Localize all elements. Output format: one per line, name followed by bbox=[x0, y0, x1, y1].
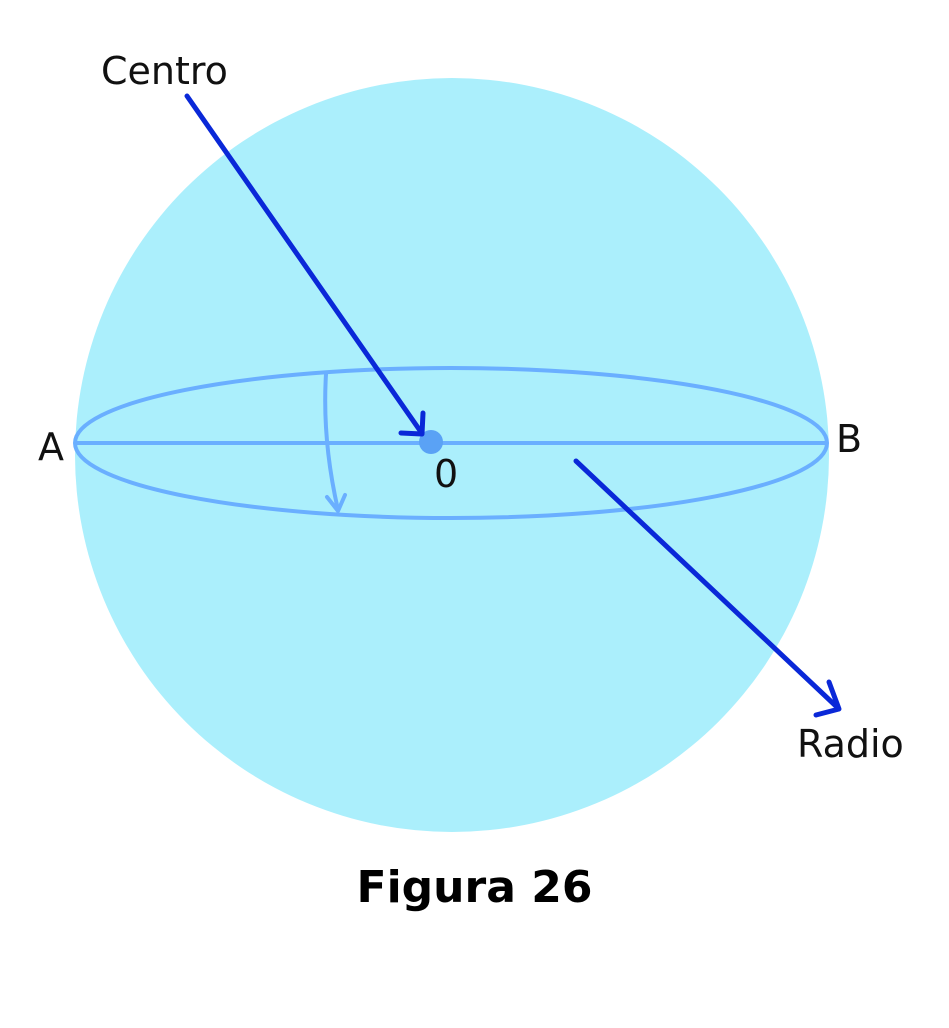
centro-pointer-arrow bbox=[184, 93, 424, 435]
radio-label: Radio bbox=[797, 722, 904, 766]
radio-pointer-arrow bbox=[573, 458, 841, 711]
radio-pointer-arrow-head bbox=[813, 679, 842, 718]
rotation-arrow bbox=[323, 372, 340, 512]
point-b-label: B bbox=[836, 417, 863, 461]
centro-pointer-arrow-head bbox=[398, 410, 426, 437]
point-a-label: A bbox=[38, 425, 64, 469]
sphere bbox=[75, 78, 829, 832]
center-o-label: 0 bbox=[434, 452, 459, 496]
center-point bbox=[419, 430, 443, 454]
rotation-arrow-head bbox=[325, 493, 347, 513]
figure-caption: Figura 26 bbox=[356, 862, 593, 913]
centro-label: Centro bbox=[101, 49, 228, 93]
